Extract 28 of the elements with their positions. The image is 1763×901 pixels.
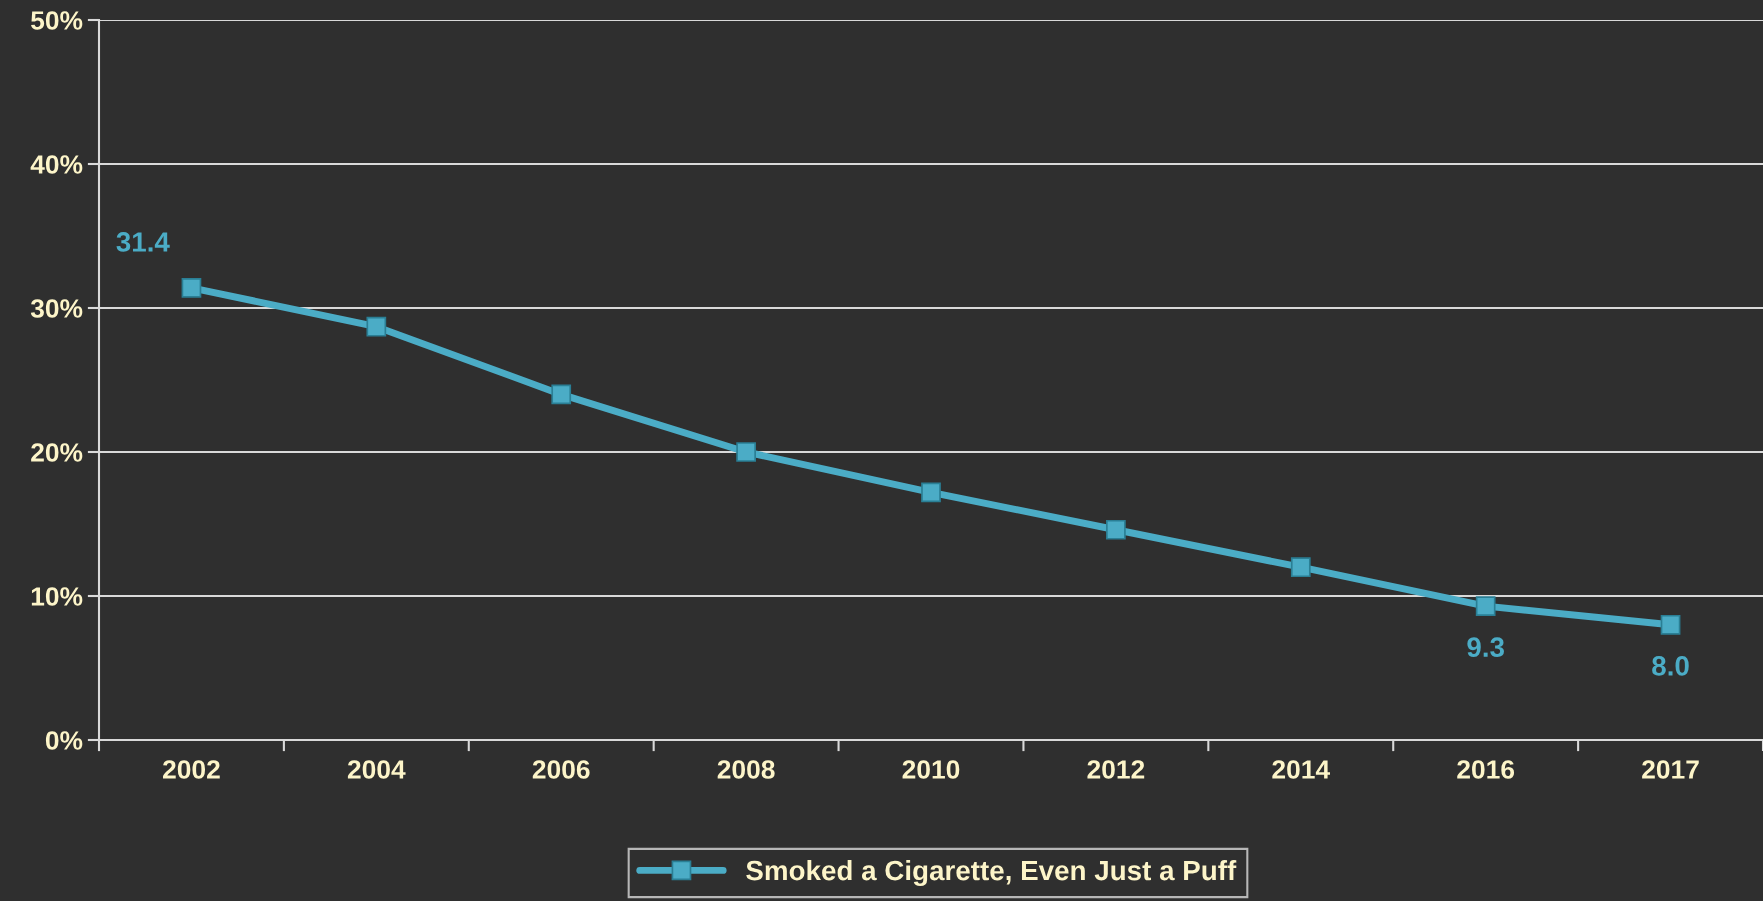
point [181, 277, 202, 298]
point [551, 384, 572, 405]
x-tick-label: 2012 [1087, 760, 1145, 779]
x-tick-label: 2014 [1272, 760, 1330, 779]
x-tick-label: 2016 [1457, 760, 1515, 779]
point [1660, 614, 1681, 635]
x-tick-label: 2017 [1642, 760, 1699, 779]
x-tick-label: 2002 [163, 760, 220, 779]
point [1106, 519, 1126, 540]
point [1290, 557, 1311, 578]
y-tick-label: 30% [30, 299, 83, 318]
data-label: 8.0 [1652, 656, 1689, 676]
x-tick-label: 2006 [532, 760, 590, 779]
y-tick-label: 0% [45, 731, 83, 750]
y-tick-label: 10% [31, 587, 83, 606]
data-label: 9.3 [1467, 637, 1504, 658]
x-tick-label: 2008 [717, 760, 775, 779]
y-tick-label: 20% [31, 443, 83, 462]
legend-label: Smoked a Cigarette, Even Just a Puff [746, 859, 1237, 887]
x-tick-label: 2004 [347, 760, 406, 779]
point [921, 482, 941, 503]
data-label: 31.4 [116, 232, 170, 252]
point [736, 442, 756, 462]
y-tick-label: 40% [30, 155, 83, 174]
point [366, 316, 387, 337]
y-tick-label: 50% [31, 11, 83, 30]
x-tick-label: 2010 [902, 760, 960, 779]
point [1475, 596, 1496, 616]
